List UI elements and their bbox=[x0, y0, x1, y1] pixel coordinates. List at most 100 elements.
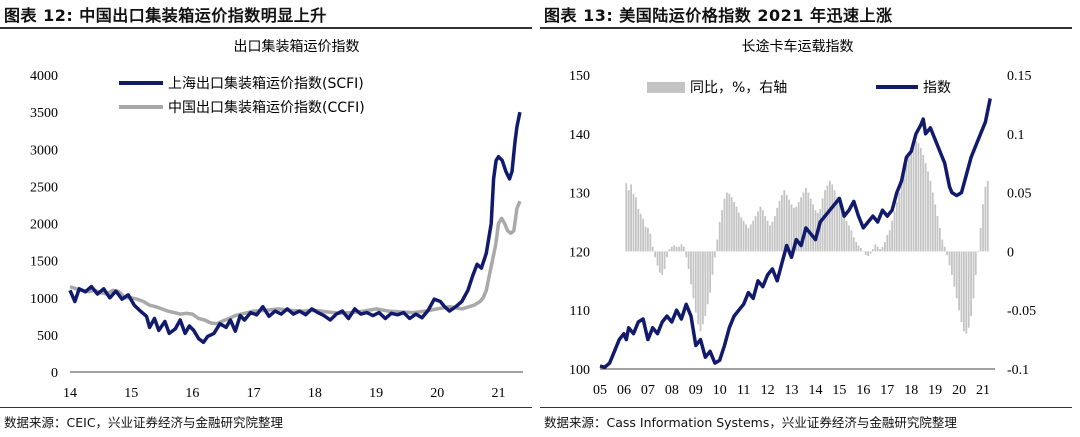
x-tick-label: 11 bbox=[737, 383, 750, 398]
scfi-series-line bbox=[68, 111, 522, 345]
yoy-bar bbox=[951, 251, 953, 275]
yoy-bar bbox=[766, 220, 769, 252]
yoy-bar bbox=[773, 216, 776, 252]
yoy-bar bbox=[802, 192, 805, 252]
yoy-bar bbox=[982, 204, 984, 252]
x-tick-label: 20 bbox=[952, 383, 966, 398]
yoy-bar bbox=[757, 211, 759, 252]
x-tick-label: 18 bbox=[904, 383, 918, 398]
yoy-bar bbox=[953, 251, 956, 287]
yoy-bar bbox=[764, 216, 767, 252]
figure-13-title: 图表 13: 美国陆运价格指数 2021 年迅速上涨 bbox=[544, 6, 893, 25]
x-tick-label: 09 bbox=[689, 383, 703, 398]
x-tick-label: 14 bbox=[808, 383, 822, 398]
yoy-bar bbox=[721, 210, 723, 252]
yoy-bar bbox=[771, 222, 774, 252]
yoy-bar bbox=[649, 233, 652, 252]
right-y-tick-label: 0.15 bbox=[1007, 69, 1032, 84]
yoy-bar bbox=[718, 222, 721, 252]
yoy-bar bbox=[663, 251, 666, 269]
yoy-bar bbox=[754, 216, 757, 252]
yoy-bar bbox=[974, 251, 977, 275]
yoy-bar bbox=[666, 251, 668, 258]
x-tick-label: 18 bbox=[308, 386, 322, 400]
yoy-bar bbox=[922, 155, 925, 252]
figure-13: 图表 13: 美国陆运价格指数 2021 年迅速上涨 长途卡车运载指数 100 11… bbox=[540, 0, 1072, 437]
yoy-bar bbox=[845, 220, 848, 252]
yoy-bar bbox=[814, 210, 817, 252]
yoy-bar bbox=[749, 224, 752, 252]
yoy-bar bbox=[800, 197, 802, 252]
yoy-bar bbox=[630, 184, 632, 252]
yoy-bar bbox=[943, 246, 946, 252]
yoy-bar bbox=[644, 226, 647, 252]
yoy-bar bbox=[843, 216, 846, 252]
y-tick-label: 4000 bbox=[30, 69, 58, 84]
yoy-bar bbox=[733, 202, 735, 252]
yoy-bar bbox=[656, 251, 659, 266]
yoy-bar bbox=[790, 204, 793, 252]
yoy-bar bbox=[678, 246, 680, 252]
yoy-bar bbox=[826, 185, 829, 252]
x-tick-label: 13 bbox=[785, 383, 799, 398]
yoy-bar bbox=[972, 251, 975, 299]
yoy-bar bbox=[702, 251, 704, 325]
yoy-bar bbox=[958, 251, 960, 311]
yoy-bar bbox=[884, 242, 886, 252]
yoy-bar bbox=[627, 190, 630, 252]
yoy-bar bbox=[872, 249, 874, 252]
yoy-bar bbox=[668, 249, 671, 252]
left-y-tick-label: 110 bbox=[570, 304, 590, 319]
yoy-bar bbox=[788, 199, 790, 252]
yoy-bar bbox=[970, 251, 972, 317]
chart-title: 长途卡车运载指数 bbox=[742, 38, 854, 55]
yoy-bar bbox=[824, 190, 826, 252]
right-y-tick-label: 0 bbox=[1007, 245, 1014, 260]
yoy-bar bbox=[891, 220, 893, 252]
right-y-tick-label: -0.05 bbox=[1007, 304, 1036, 319]
yoy-bar bbox=[635, 197, 637, 252]
x-tick-label: 12 bbox=[761, 383, 775, 398]
yoy-bar bbox=[745, 224, 747, 252]
y-tick-label: 0 bbox=[51, 366, 58, 381]
yoy-bar bbox=[838, 204, 841, 252]
yoy-bar bbox=[793, 207, 795, 252]
yoy-bar bbox=[917, 143, 920, 252]
x-tick-label: 21 bbox=[492, 386, 506, 400]
yoy-bar bbox=[632, 193, 635, 252]
yoy-bar bbox=[850, 230, 853, 252]
yoy-bar bbox=[769, 225, 771, 252]
yoy-bar bbox=[711, 251, 714, 275]
yoy-bar bbox=[658, 251, 661, 273]
yoy-bar bbox=[726, 192, 728, 252]
yoy-bar bbox=[654, 251, 656, 258]
x-tick-label: 06 bbox=[617, 383, 631, 398]
yoy-bar bbox=[699, 251, 702, 332]
yoy-bar bbox=[704, 251, 707, 317]
yoy-bar bbox=[960, 251, 963, 322]
yoy-bar bbox=[927, 171, 929, 252]
yoy-bar bbox=[728, 193, 731, 252]
yoy-bar bbox=[742, 220, 745, 252]
x-tick-label: 21 bbox=[976, 383, 990, 398]
yoy-bar bbox=[809, 198, 812, 252]
yoy-bar bbox=[781, 195, 783, 252]
yoy-bar bbox=[895, 202, 898, 252]
x-tick-label: 07 bbox=[641, 383, 655, 398]
left-y-tick-label: 130 bbox=[569, 187, 590, 202]
yoy-bar bbox=[637, 209, 640, 252]
yoy-bar bbox=[941, 239, 944, 252]
yoy-bar bbox=[860, 247, 862, 252]
yoy-bar bbox=[874, 244, 877, 252]
yoy-bar bbox=[965, 251, 968, 334]
yoy-bar bbox=[879, 249, 881, 252]
yoy-bar bbox=[692, 251, 695, 299]
y-tick-label: 500 bbox=[37, 329, 58, 344]
yoy-bar bbox=[833, 190, 836, 252]
yoy-bar bbox=[647, 227, 649, 252]
x-tick-label: 19 bbox=[369, 386, 383, 400]
yoy-bar bbox=[900, 183, 903, 252]
y-tick-label: 2500 bbox=[30, 180, 58, 195]
legend-swatch-yoy bbox=[647, 82, 685, 93]
truckload-index-chart: 长途卡车运载指数 100 110 120 130 140 150 -0.1 -0.05 0 0.05… bbox=[569, 38, 1036, 398]
